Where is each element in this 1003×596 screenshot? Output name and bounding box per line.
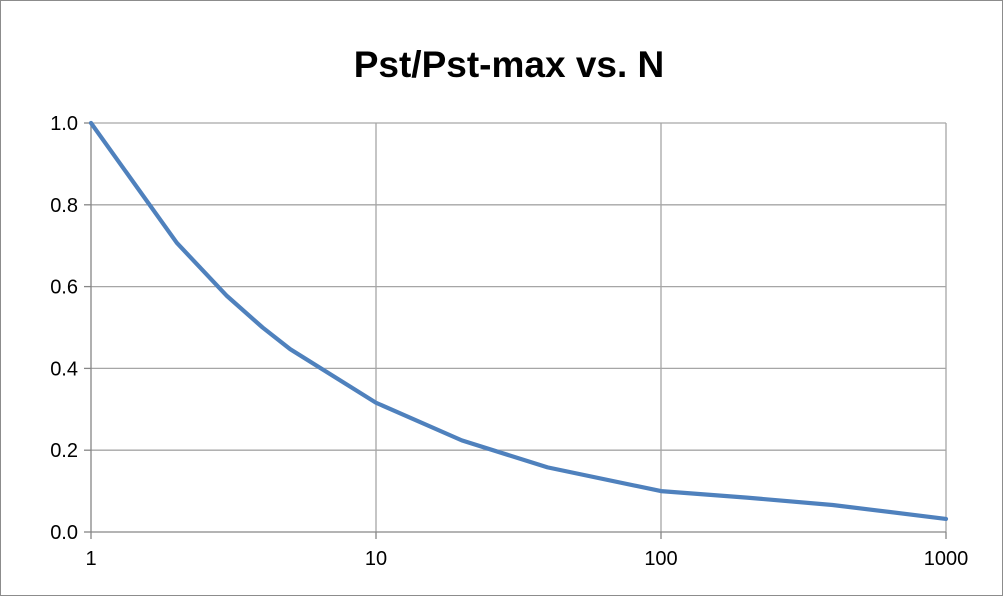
- y-tick-label: 0.0: [50, 522, 78, 544]
- y-tick-label: 1.0: [50, 113, 78, 135]
- x-tick-label: 100: [644, 548, 677, 570]
- x-tick-label: 1: [85, 548, 96, 570]
- x-tick-label: 10: [365, 548, 387, 570]
- series-line: [88, 120, 949, 522]
- axes: [84, 122, 947, 539]
- chart-title: Pst/Pst-max vs. N: [354, 44, 665, 85]
- gridlines: [91, 122, 947, 532]
- series-layer: [88, 120, 949, 522]
- y-tick-label: 0.2: [50, 440, 78, 462]
- tick-labels: 0.0 0.2 0.4 0.6 0.8 1.0 1 10 100 1000: [50, 113, 968, 570]
- y-tick-label: 0.6: [50, 277, 78, 299]
- y-tick-label: 0.8: [50, 195, 78, 217]
- y-tick-label: 0.4: [50, 358, 78, 380]
- x-tick-label: 1000: [924, 548, 969, 570]
